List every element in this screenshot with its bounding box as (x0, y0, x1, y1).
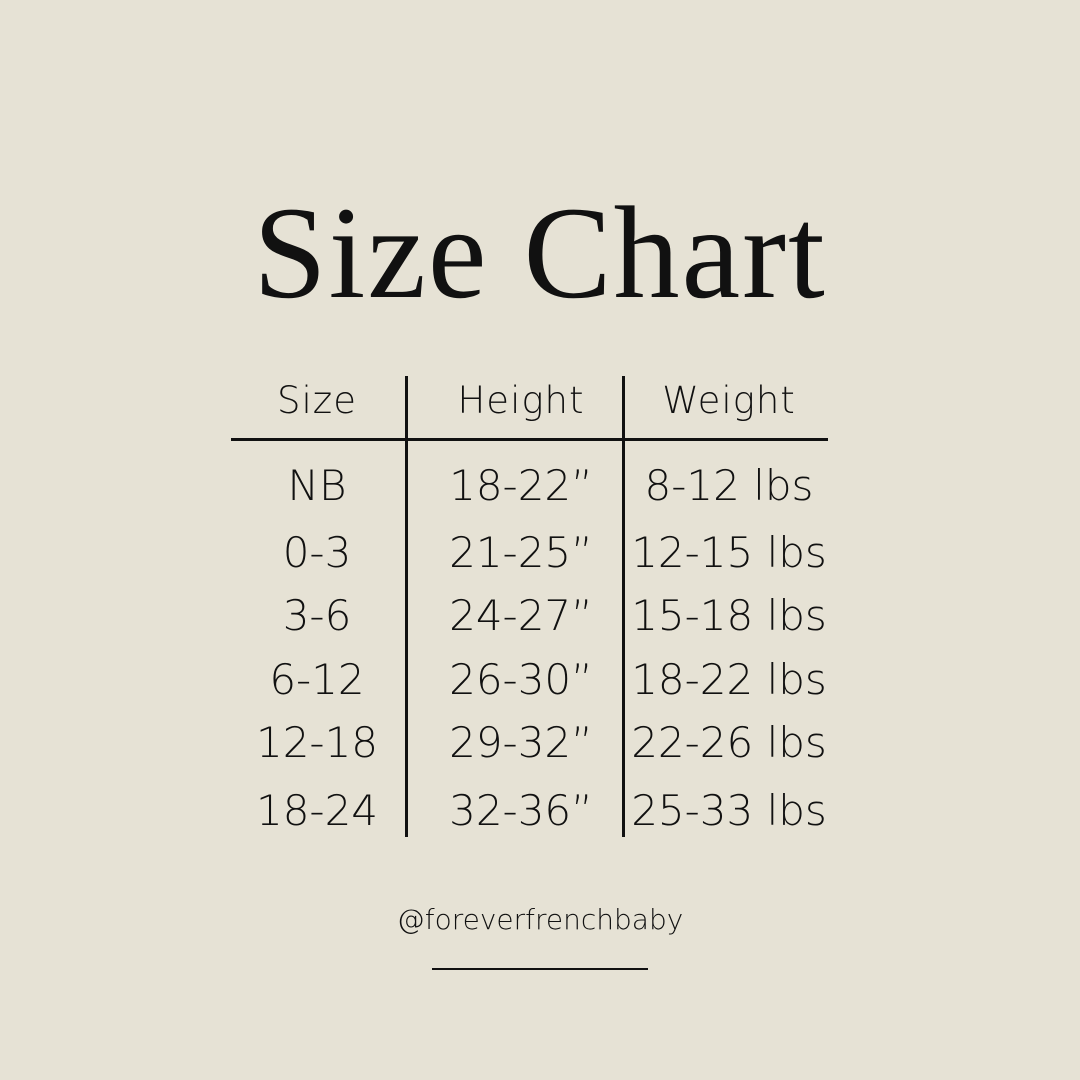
header-height: Height (457, 379, 585, 422)
cell-weight: 8-12 lbs (644, 461, 814, 510)
social-handle: @foreverfrenchbaby (396, 903, 684, 936)
cell-weight: 12-15 lbs (631, 528, 827, 577)
cell-weight: 18-22 lbs (631, 655, 827, 704)
cell-height: 24-27” (449, 591, 593, 640)
cell-height: 18-22” (449, 461, 593, 510)
cell-size: 6-12 (269, 655, 365, 704)
cell-height: 29-32” (449, 718, 593, 767)
header-divider (231, 438, 828, 441)
page-title: Size Chart (253, 179, 827, 326)
cell-size: 12-18 (255, 718, 379, 767)
cell-weight: 15-18 lbs (631, 591, 827, 640)
cell-height: 32-36” (449, 786, 593, 835)
cell-size: 18-24 (255, 786, 379, 835)
cell-size: 0-3 (282, 528, 352, 577)
header-weight: Weight (662, 379, 796, 422)
cell-height: 26-30” (449, 655, 593, 704)
handle-underline (432, 968, 648, 970)
cell-size: 3-6 (282, 591, 352, 640)
cell-height: 21-25” (449, 528, 593, 577)
cell-size: NB (287, 461, 347, 510)
cell-weight: 25-33 lbs (631, 786, 827, 835)
cell-weight: 22-26 lbs (631, 718, 827, 767)
column-divider (622, 376, 625, 837)
column-divider (405, 376, 408, 837)
header-size: Size (277, 379, 357, 422)
